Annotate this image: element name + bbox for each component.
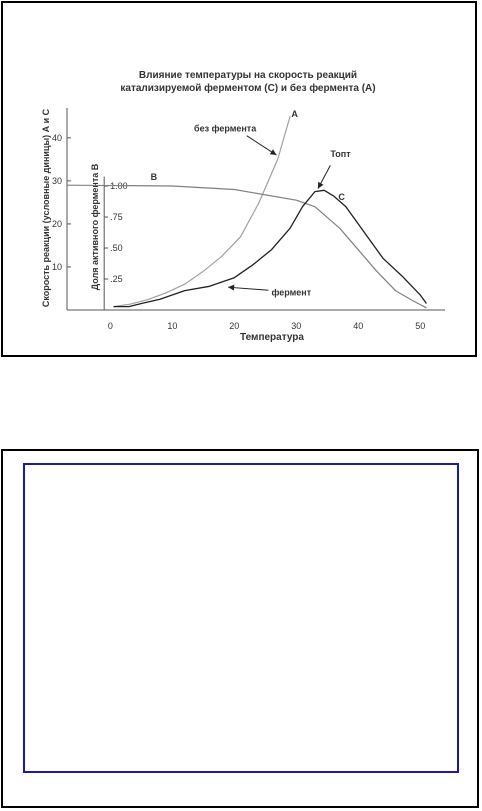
empty-blue-box: [23, 463, 459, 773]
arrow-enzyme-shaft: [228, 286, 269, 291]
x-axis-label: Температура: [240, 332, 304, 343]
fraction-tick-label: .25: [110, 274, 123, 284]
arrow-enzyme-head: [228, 284, 235, 291]
inner-y-axis-label: Доля активного фермента В: [90, 163, 100, 290]
y-tick-label: 40: [52, 133, 62, 143]
annotation-label-2: А: [291, 109, 298, 119]
empty-panel-frame: [1, 449, 479, 808]
y-tick-label: 30: [52, 176, 62, 186]
chart-title-line-1: Влияние температуры на скорость реакций: [139, 70, 357, 81]
y-axis-label: Скорость реакции (условные диницы) А и С: [41, 108, 51, 307]
y-tick-label: 10: [52, 262, 62, 272]
x-tick-label: 0: [108, 321, 113, 331]
chart-frame: [1, 1, 477, 357]
annotation-label-5: В: [151, 172, 158, 182]
fraction-tick-label: .50: [110, 243, 123, 253]
series-line-1: [113, 116, 291, 308]
arrow-no-enzyme-head: [269, 149, 277, 156]
chart-title-line-2: катализируемой ферментом (С) и без ферме…: [120, 82, 375, 94]
series-line-3: [113, 189, 427, 308]
annotation-label-6: фермент: [271, 287, 311, 297]
annotation-label-3: Топт: [330, 149, 351, 159]
arrow-topt-head: [317, 181, 324, 189]
x-tick-label: 20: [229, 321, 239, 331]
series-line-2: [66, 184, 427, 309]
temperature-effect-chart: Влияние температуры на скорость реакций …: [41, 70, 445, 343]
x-tick-label: 40: [353, 321, 363, 331]
x-tick-label: 10: [167, 321, 177, 331]
y-tick-label: 20: [52, 219, 62, 229]
x-tick-label: 30: [291, 321, 301, 331]
annotation-label-4: С: [338, 192, 345, 202]
x-tick-label: 50: [415, 321, 425, 331]
annotation-label-1: без фермента: [194, 123, 257, 133]
fraction-tick-label: .75: [110, 212, 123, 222]
